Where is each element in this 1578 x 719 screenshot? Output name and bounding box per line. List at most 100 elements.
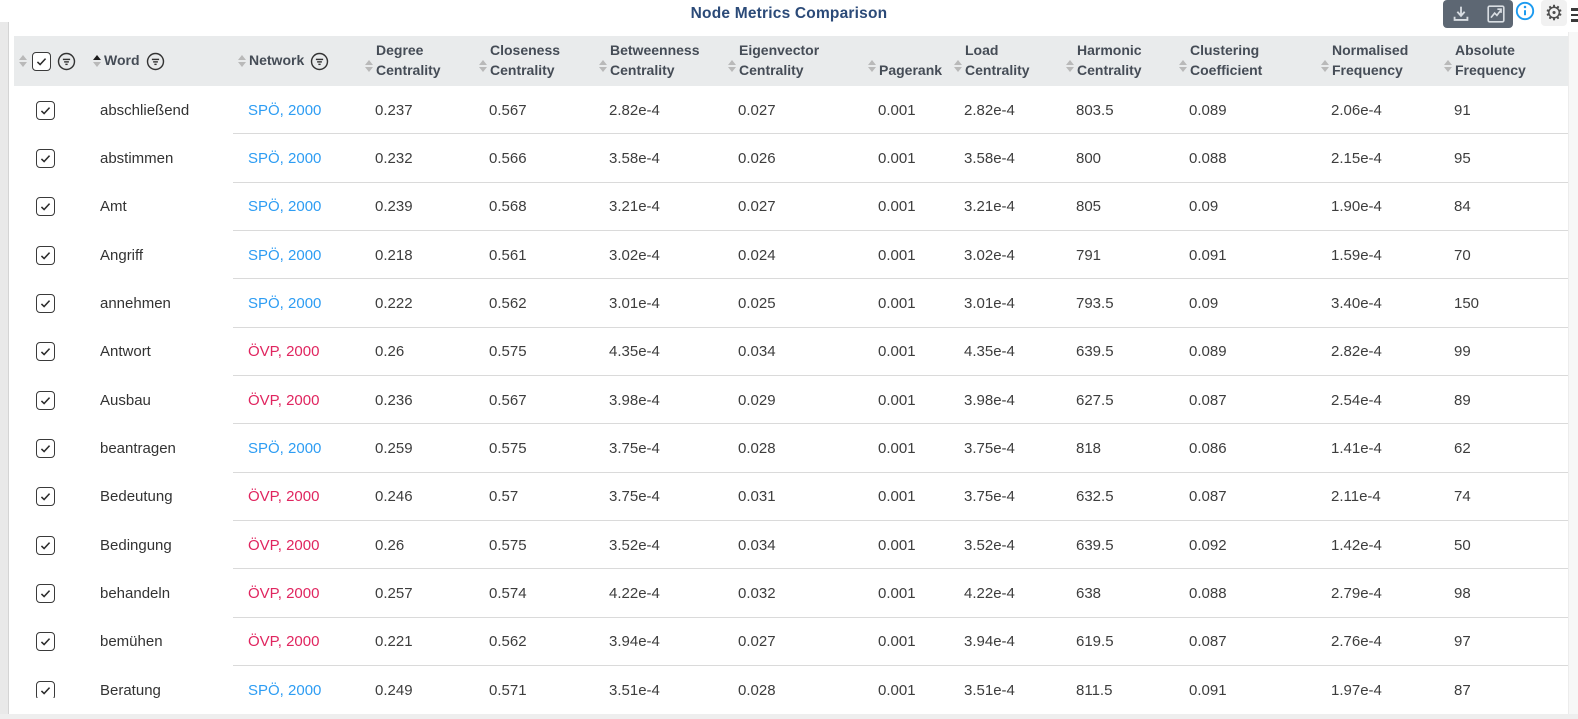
left-scrollbar[interactable]	[0, 22, 9, 719]
sort-desc-icon[interactable]	[238, 62, 246, 68]
column-header-betweenness[interactable]: Betweenness Centrality	[594, 36, 723, 86]
sort-asc-icon[interactable]	[1179, 59, 1187, 65]
column-header-normalised[interactable]: Normalised Frequency	[1316, 36, 1439, 86]
row-checkbox[interactable]	[36, 148, 55, 168]
sort-arrows-icon[interactable]	[1321, 59, 1329, 73]
sort-arrows-icon[interactable]	[1066, 59, 1074, 73]
table-row: Antwort ÖVP, 2000 0.26 0.575 4.35e-4 0.034 0.0…	[14, 327, 1568, 377]
sort-desc-icon[interactable]	[365, 67, 373, 73]
sort-asc-icon[interactable]	[1444, 59, 1452, 65]
sort-arrows-icon[interactable]	[365, 59, 373, 73]
sort-asc-icon[interactable]	[1066, 59, 1074, 65]
sort-desc-icon[interactable]	[1444, 67, 1452, 73]
sort-desc-icon[interactable]	[93, 62, 101, 68]
sort-arrows-icon[interactable]	[868, 59, 876, 73]
column-header-word[interactable]: Word	[88, 36, 233, 86]
row-checkbox[interactable]	[36, 680, 55, 698]
load-cell: 3.94e-4	[964, 633, 1015, 651]
sort-desc-icon[interactable]	[868, 67, 876, 73]
sort-arrows-icon[interactable]	[238, 54, 246, 68]
sort-desc-icon[interactable]	[1179, 67, 1187, 73]
column-header-pagerank[interactable]: Pagerank	[863, 36, 949, 86]
sort-arrows-icon[interactable]	[1179, 59, 1187, 73]
download-icon[interactable]	[1446, 2, 1476, 26]
network-cell: ÖVP, 2000	[248, 391, 320, 409]
column-header-degree[interactable]: Degree Centrality	[360, 36, 474, 86]
normalised-cell: 2.15e-4	[1331, 149, 1382, 167]
row-checkbox[interactable]	[36, 583, 55, 603]
closeness-cell: 0.571	[489, 681, 527, 698]
sort-asc-icon[interactable]	[954, 59, 962, 65]
sort-arrows-icon[interactable]	[954, 59, 962, 73]
column-header-closeness[interactable]: Closeness Centrality	[474, 36, 594, 86]
column-header-network[interactable]: Network	[233, 36, 360, 86]
sort-asc-icon[interactable]	[1321, 59, 1329, 65]
clustering-cell: 0.089	[1189, 343, 1227, 361]
sort-desc-icon[interactable]	[728, 67, 736, 73]
eigenvector-cell: 0.028	[738, 439, 776, 457]
select-cell	[14, 197, 88, 217]
select-cell	[14, 487, 88, 507]
info-icon[interactable]	[1515, 1, 1535, 21]
sort-asc-icon[interactable]	[93, 54, 101, 60]
row-checkbox[interactable]	[36, 487, 55, 507]
page-title: Node Metrics Comparison	[690, 5, 888, 22]
sort-desc-icon[interactable]	[1321, 67, 1329, 73]
trend-chart-icon[interactable]	[1481, 2, 1511, 26]
row-checkbox[interactable]	[36, 632, 55, 652]
network-cell: SPÖ, 2000	[248, 101, 322, 119]
degree-cell: 0.237	[375, 101, 413, 119]
sort-asc-icon[interactable]	[365, 59, 373, 65]
filter-icon[interactable]	[57, 52, 76, 71]
degree-cell: 0.259	[375, 439, 413, 457]
sort-desc-icon[interactable]	[1066, 67, 1074, 73]
row-checkbox[interactable]	[36, 197, 55, 217]
row-checkbox[interactable]	[36, 245, 55, 265]
column-header-absolute[interactable]: Absolute Frequency	[1439, 36, 1568, 86]
column-header-load[interactable]: Load Centrality	[949, 36, 1061, 86]
word-cell: abschließend	[100, 101, 190, 119]
filter-icon[interactable]	[146, 52, 165, 71]
normalised-cell: 1.42e-4	[1331, 536, 1382, 554]
degree-cell: 0.222	[375, 294, 413, 312]
sort-desc-icon[interactable]	[599, 67, 607, 73]
sort-asc-icon[interactable]	[728, 59, 736, 65]
word-cell: beantragen	[100, 439, 176, 457]
sort-arrows-icon[interactable]	[93, 54, 101, 68]
sort-asc-icon[interactable]	[599, 59, 607, 65]
filter-icon[interactable]	[310, 52, 329, 71]
sort-arrows-icon[interactable]	[1444, 59, 1452, 73]
degree-cell: 0.26	[375, 536, 405, 554]
column-header-clustering[interactable]: Clustering Coefficient	[1174, 36, 1316, 86]
menu-icon[interactable]	[1571, 5, 1578, 25]
gear-icon[interactable]: ⚙	[1541, 0, 1567, 26]
column-header-eigenvector[interactable]: Eigenvector Centrality	[723, 36, 863, 86]
sort-asc-icon[interactable]	[19, 54, 27, 60]
degree-cell: 0.246	[375, 488, 413, 506]
sort-asc-icon[interactable]	[479, 59, 487, 65]
sort-arrows-icon[interactable]	[19, 54, 27, 68]
vertical-scrollbar[interactable]	[1568, 32, 1578, 714]
absolute-cell: 87	[1454, 681, 1471, 698]
sort-arrows-icon[interactable]	[479, 59, 487, 73]
closeness-cell: 0.574	[489, 584, 527, 602]
row-checkbox[interactable]	[36, 293, 55, 313]
sort-desc-icon[interactable]	[19, 62, 27, 68]
sort-desc-icon[interactable]	[479, 67, 487, 73]
horizontal-scrollbar[interactable]	[0, 714, 1578, 719]
row-checkbox[interactable]	[36, 100, 55, 120]
sort-arrows-icon[interactable]	[728, 59, 736, 73]
row-checkbox[interactable]	[36, 535, 55, 555]
clustering-cell: 0.089	[1189, 101, 1227, 119]
sort-arrows-icon[interactable]	[599, 59, 607, 73]
sort-desc-icon[interactable]	[954, 67, 962, 73]
row-checkbox[interactable]	[36, 342, 55, 362]
row-checkbox[interactable]	[32, 51, 51, 71]
column-header-harmonic[interactable]: Harmonic Centrality	[1061, 36, 1174, 86]
sort-asc-icon[interactable]	[868, 59, 876, 65]
sort-asc-icon[interactable]	[238, 54, 246, 60]
column-header-select[interactable]	[14, 36, 88, 86]
row-checkbox[interactable]	[36, 390, 55, 410]
network-cell: ÖVP, 2000	[248, 488, 320, 506]
row-checkbox[interactable]	[36, 438, 55, 458]
